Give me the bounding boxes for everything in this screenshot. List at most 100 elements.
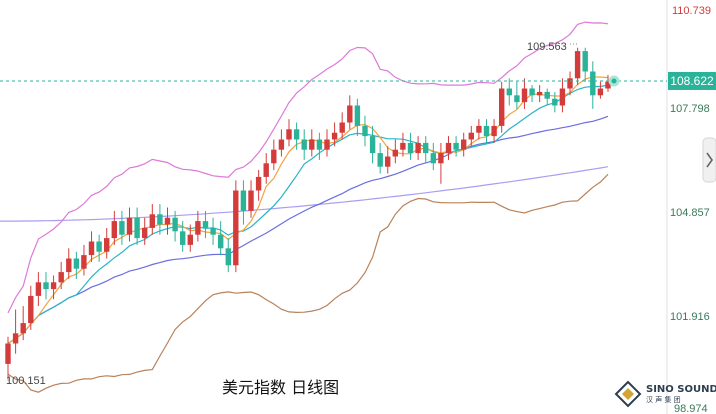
candle: [445, 136, 452, 160]
candle: [88, 231, 95, 262]
candle: [407, 132, 414, 160]
candle: [301, 129, 307, 160]
candle: [210, 217, 216, 245]
y-tick-2: 107.798: [670, 103, 710, 115]
candle: [263, 153, 269, 184]
candle: [461, 132, 467, 157]
bollinger-upper-line: [7, 21, 609, 314]
logo-diamond-inner: [622, 388, 634, 400]
candle: [491, 119, 497, 143]
y-tick-4: 101.916: [670, 311, 710, 323]
ma-mid-line: [7, 84, 609, 344]
candle: [316, 132, 323, 160]
candle: [552, 91, 558, 113]
candle: [195, 210, 201, 242]
candle: [172, 210, 178, 242]
candle: [164, 207, 171, 235]
candle: [347, 95, 353, 130]
candle: [415, 136, 421, 160]
high-price-annotation: 109.563: [527, 41, 567, 53]
candle: [324, 129, 330, 157]
candle: [430, 142, 436, 171]
candle: [468, 125, 474, 147]
y-tick-max: 110.739: [672, 5, 711, 17]
candle: [20, 306, 26, 341]
candle: [111, 210, 117, 245]
candle: [225, 238, 231, 273]
svg-text:SINO SOUND: SINO SOUND: [646, 384, 716, 395]
candle: [271, 139, 277, 171]
candle: [81, 244, 87, 276]
candle: [12, 309, 19, 354]
candle: [28, 285, 34, 330]
svg-text:汉 声 集 团: 汉 声 集 团: [646, 395, 681, 404]
bollinger-lower-line: [7, 173, 609, 393]
candle: [202, 210, 209, 239]
brand-logo: SINO SOUND 汉 声 集 团: [614, 380, 716, 408]
candle: [369, 125, 376, 164]
y-tick-3: 104.857: [670, 207, 710, 219]
candle: [377, 142, 383, 174]
candle: [309, 129, 315, 157]
candle: [180, 221, 186, 252]
candle: [286, 119, 292, 147]
candle: [248, 180, 254, 218]
y-tick-min: 98.974: [674, 403, 708, 414]
chart-title: 美元指数 日线图: [222, 378, 339, 397]
candle: [104, 227, 110, 259]
candle: [423, 136, 429, 164]
current-price-label: 108.622: [670, 74, 714, 88]
candle: [385, 146, 391, 174]
candle: [529, 85, 535, 103]
candle: [50, 275, 57, 300]
candle: [142, 217, 148, 245]
candle: [149, 204, 155, 235]
candle: [536, 85, 543, 103]
candle: [544, 88, 550, 106]
candle: [597, 81, 604, 99]
candle: [339, 112, 345, 140]
candle: [73, 251, 80, 279]
ma-very-long-line: [0, 166, 609, 222]
candle: [362, 115, 368, 147]
candle: [483, 119, 490, 143]
candle: [126, 207, 133, 242]
candle: [506, 78, 512, 106]
chevron-right-icon: [706, 152, 713, 168]
candle: [559, 78, 566, 113]
candle: [574, 47, 581, 86]
candle: [96, 234, 102, 262]
collapse-panel-button[interactable]: [702, 137, 716, 183]
candle: [5, 336, 11, 381]
candle: [43, 272, 49, 300]
candle: [499, 81, 505, 133]
candle: [187, 224, 193, 252]
candles: [5, 47, 611, 381]
candle: [354, 98, 361, 137]
candle: [119, 210, 125, 245]
candle: [453, 136, 459, 157]
candle: [157, 204, 163, 235]
candle: [58, 261, 64, 290]
candle: [293, 122, 300, 150]
candle: [255, 170, 262, 201]
candle: [567, 71, 573, 96]
candle: [233, 180, 239, 273]
candle: [590, 61, 596, 109]
candle: [514, 81, 520, 109]
candle: [134, 207, 140, 245]
candle: [278, 129, 285, 157]
candle: [476, 119, 482, 140]
current-price-marker: [608, 75, 620, 87]
candle: [331, 122, 338, 147]
candle: [392, 139, 398, 164]
candle: [438, 142, 444, 184]
candle: [521, 78, 528, 109]
candle: [605, 74, 611, 92]
current-price-box: [668, 71, 716, 90]
candle: [218, 221, 224, 256]
candle: [582, 47, 588, 82]
